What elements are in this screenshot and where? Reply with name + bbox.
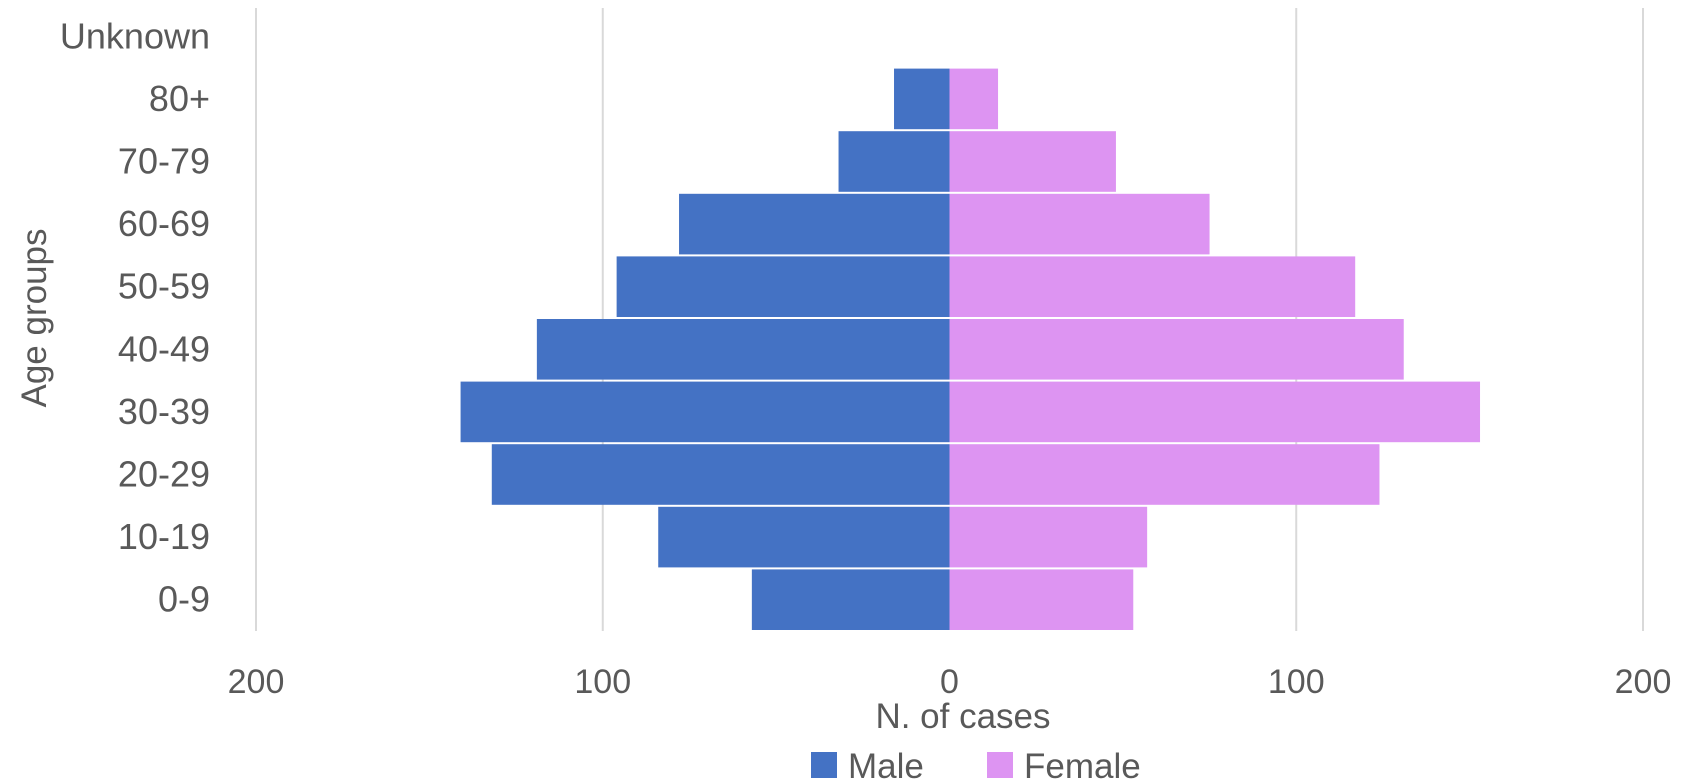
- category-label-60-69: 60-69: [118, 203, 210, 244]
- bar-female-20-29: [949, 444, 1380, 505]
- legend-label-female: Female: [1024, 747, 1141, 782]
- category-label-20-29: 20-29: [118, 454, 210, 495]
- category-label-30-39: 30-39: [118, 391, 210, 432]
- x-tick-label-1: 100: [574, 663, 631, 701]
- x-axis-title: N. of cases: [875, 697, 1050, 736]
- bar-male-70-79: [838, 131, 950, 192]
- x-tick-label-4: 200: [1615, 663, 1672, 701]
- bar-male-80+: [894, 68, 950, 130]
- bar-female-0-9: [949, 569, 1134, 630]
- bar-female-40-49: [949, 319, 1404, 380]
- category-label-10-19: 10-19: [118, 516, 210, 557]
- category-label-Unknown: Unknown: [60, 15, 210, 56]
- bar-male-10-19: [658, 506, 950, 568]
- bar-female-10-19: [949, 506, 1148, 568]
- bar-male-0-9: [751, 569, 950, 630]
- category-label-40-49: 40-49: [118, 328, 210, 369]
- x-tick-label-2: 0: [940, 663, 959, 701]
- category-label-50-59: 50-59: [118, 266, 210, 307]
- bar-female-70-79: [949, 131, 1116, 192]
- legend-label-male: Male: [848, 747, 924, 782]
- bar-male-30-39: [460, 381, 950, 443]
- y-axis-title: Age groups: [15, 228, 54, 407]
- y-category-labels: 0-9 10-19 20-29 30-39 40-49 50-59 60-69 70-79 80…: [60, 15, 210, 619]
- category-label-0-9: 0-9: [158, 579, 210, 620]
- legend: Male Female: [811, 747, 1141, 782]
- bar-male-40-49: [536, 319, 950, 380]
- category-label-80+: 80+: [149, 78, 210, 119]
- legend-swatch-female: [987, 752, 1013, 778]
- bars: [460, 68, 1481, 630]
- bar-female-60-69: [949, 193, 1210, 255]
- bar-female-30-39: [949, 381, 1481, 443]
- x-tick-label-3: 100: [1268, 663, 1325, 701]
- x-tick-labels: 200 100 0 100 200: [228, 663, 1672, 701]
- x-tick-label-0: 200: [228, 663, 285, 701]
- bar-female-80+: [949, 68, 999, 130]
- bar-male-60-69: [679, 193, 950, 255]
- legend-swatch-male: [811, 752, 837, 778]
- bar-male-50-59: [616, 256, 950, 317]
- bar-male-20-29: [491, 444, 950, 505]
- category-label-70-79: 70-79: [118, 141, 210, 182]
- bar-female-50-59: [949, 256, 1356, 317]
